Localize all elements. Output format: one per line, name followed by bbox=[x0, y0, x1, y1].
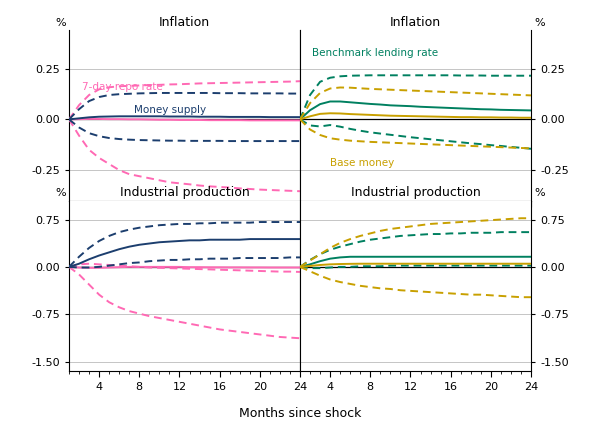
Text: Benchmark lending rate: Benchmark lending rate bbox=[312, 48, 438, 58]
Text: %: % bbox=[534, 188, 545, 198]
Title: Industrial production: Industrial production bbox=[119, 186, 250, 199]
Title: Industrial production: Industrial production bbox=[350, 186, 481, 199]
Title: Inflation: Inflation bbox=[390, 16, 441, 29]
Text: %: % bbox=[534, 18, 545, 28]
Text: Base money: Base money bbox=[330, 158, 394, 168]
Text: %: % bbox=[55, 18, 66, 28]
Title: Inflation: Inflation bbox=[159, 16, 210, 29]
Text: Money supply: Money supply bbox=[134, 105, 206, 115]
Text: %: % bbox=[55, 188, 66, 198]
Text: Months since shock: Months since shock bbox=[239, 408, 361, 420]
Text: 7-day repo rate: 7-day repo rate bbox=[82, 82, 163, 92]
